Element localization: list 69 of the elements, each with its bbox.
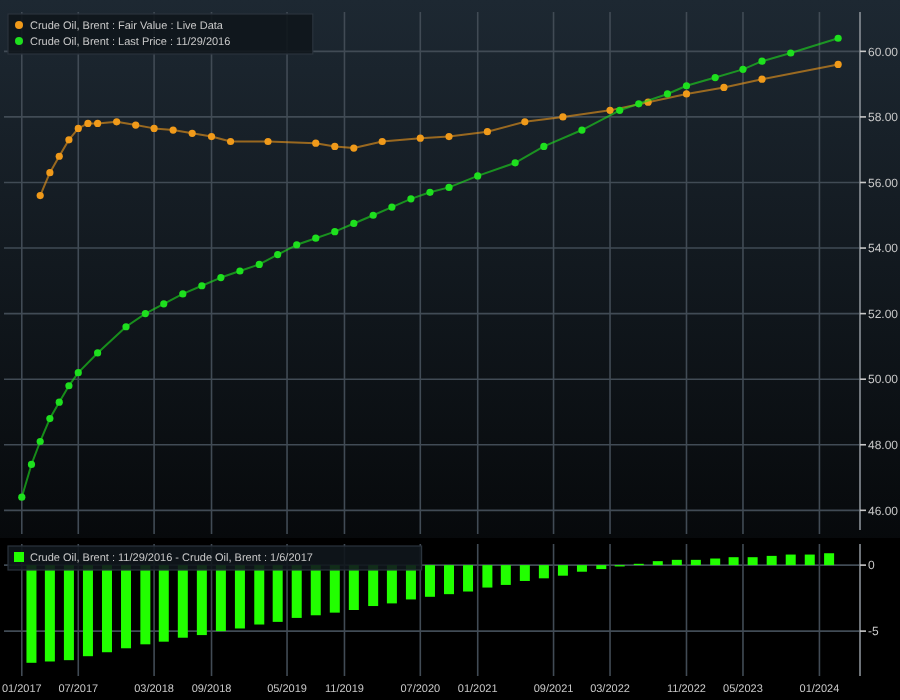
point (635, 100, 643, 108)
point (74, 124, 82, 132)
point (682, 90, 691, 98)
point (264, 137, 272, 146)
point (416, 134, 424, 142)
point (94, 349, 102, 357)
point (65, 382, 73, 390)
point (720, 83, 728, 92)
point (236, 267, 244, 275)
point (188, 129, 196, 137)
point (739, 65, 747, 73)
point (787, 49, 795, 57)
point (378, 137, 386, 146)
point (65, 136, 73, 144)
point (55, 152, 63, 160)
point (511, 159, 519, 167)
point (350, 144, 358, 152)
point (578, 126, 586, 134)
point (644, 98, 652, 106)
point (36, 437, 44, 446)
point (834, 34, 842, 42)
point (474, 172, 482, 180)
point (132, 121, 140, 129)
point (834, 60, 842, 69)
point (350, 219, 358, 228)
point (758, 75, 766, 83)
point (711, 73, 719, 82)
point (179, 290, 187, 298)
point (331, 228, 339, 236)
point (207, 132, 216, 141)
point (616, 106, 624, 114)
point (150, 124, 158, 132)
point (226, 137, 235, 146)
point (94, 119, 102, 128)
point (758, 57, 766, 65)
point (312, 234, 320, 242)
point (55, 398, 63, 406)
point (113, 118, 121, 126)
point (293, 241, 301, 249)
point (606, 106, 614, 114)
point (682, 82, 691, 90)
point (160, 300, 168, 308)
point (27, 460, 36, 469)
point (407, 195, 415, 203)
point (274, 251, 282, 259)
point (388, 203, 396, 211)
point (331, 142, 339, 151)
point (36, 192, 44, 200)
point (46, 169, 54, 177)
point (483, 128, 491, 136)
point (445, 132, 453, 141)
point (369, 211, 377, 219)
point (521, 118, 529, 126)
point (217, 273, 225, 282)
point (122, 323, 130, 331)
point (84, 119, 92, 128)
point (426, 188, 434, 196)
point (198, 282, 206, 290)
point (169, 126, 177, 134)
point (74, 369, 82, 377)
point (255, 260, 263, 269)
point (540, 142, 548, 151)
point (141, 310, 149, 318)
point (18, 493, 26, 501)
point (312, 139, 320, 147)
point (663, 90, 672, 98)
point (46, 414, 54, 423)
point (559, 113, 567, 121)
point (445, 183, 453, 191)
